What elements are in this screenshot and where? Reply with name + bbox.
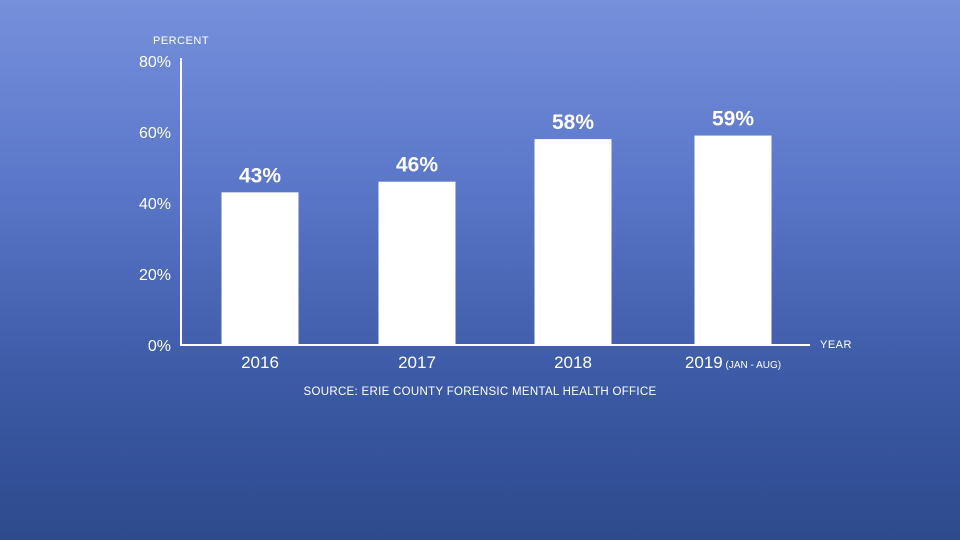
x-tick-year: 2018 <box>554 353 592 372</box>
bar-2019 <box>694 135 772 345</box>
bar-2016 <box>221 192 299 345</box>
y-tick-label: 0% <box>148 338 171 355</box>
bar-2017 <box>378 181 456 345</box>
y-tick-label: 80% <box>139 54 171 71</box>
x-tick-label: 2019 (JAN - AUG) <box>685 353 781 372</box>
x-tick-year: 2017 <box>398 353 436 372</box>
x-tick-year: 2019 <box>685 353 723 372</box>
bar-2018 <box>534 139 612 345</box>
data-label: 46% <box>396 154 438 177</box>
x-axis-label: YEAR <box>820 339 852 351</box>
x-tick-note: (JAN - AUG) <box>723 360 781 371</box>
source-note: SOURCE: ERIE COUNTY FORENSIC MENTAL HEAL… <box>304 386 657 398</box>
y-tick-label: 60% <box>139 125 171 142</box>
data-label: 59% <box>712 108 754 131</box>
y-tick-label: 40% <box>139 196 171 213</box>
x-tick-label: 2018 <box>554 353 592 372</box>
y-tick-label: 20% <box>139 267 171 284</box>
x-tick-label: 2017 <box>398 353 436 372</box>
data-label: 43% <box>239 164 281 187</box>
x-tick-year: 2016 <box>241 353 279 372</box>
x-tick-label: 2016 <box>241 353 279 372</box>
y-axis-label: PERCENT <box>153 35 209 47</box>
data-label: 58% <box>552 111 594 134</box>
